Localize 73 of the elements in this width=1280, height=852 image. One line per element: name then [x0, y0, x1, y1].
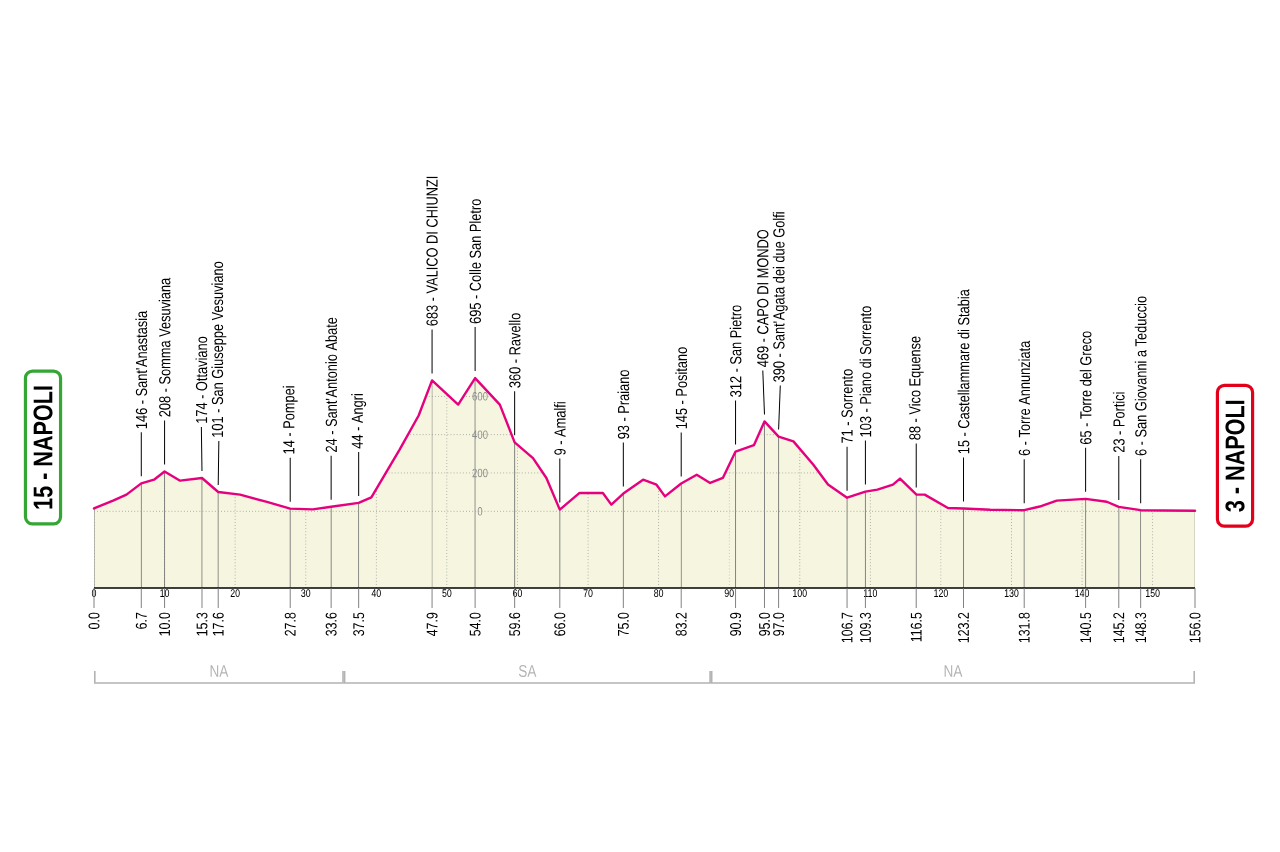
x-tick-label: 10 [160, 589, 170, 597]
annotation: 312 - San Pietro [729, 305, 742, 397]
annotation: 146 - Sant'Anastasia [135, 310, 148, 429]
annotation: 174 - Ottaviano [195, 336, 208, 423]
x-tick-label: 100 [793, 589, 807, 597]
x-tick-label: 20 [230, 589, 240, 597]
x-tick-label: 30 [301, 589, 311, 597]
annotation: 15 - Castellammare di Stabia [957, 289, 970, 454]
x2-tick-label: 83.2 [675, 612, 687, 636]
annotation: 3 - NAPOLI [1225, 400, 1245, 512]
annotation: 44 - Angri [351, 394, 367, 449]
annotation: 88 - Vico Equense [908, 336, 924, 440]
x2-tick-label: 47.9 [426, 612, 438, 637]
x2-tick-label: 148.3 [1135, 612, 1147, 643]
x2-tick-label: 90.9 [730, 612, 742, 636]
x2-tick-label: 66.0 [554, 612, 566, 636]
x-tick-label: 0 [91, 589, 97, 597]
x2-tick-label: 131.8 [1018, 612, 1030, 643]
x2-tick-label: 6.7 [135, 612, 147, 629]
y-tick-label: 0 [477, 507, 483, 516]
annotation: 145 - Positano [675, 347, 688, 429]
x2-tick-label: 97.0 [773, 612, 785, 636]
x2-tick-label: 0.0 [88, 612, 100, 629]
x2-tick-label: 15.3 [196, 612, 208, 636]
annotation: 390 - Sant'Agata dei due Golfi [772, 212, 788, 382]
x-tick-label: 130 [1004, 589, 1019, 597]
x-tick-label: 110 [864, 589, 878, 597]
annotation: 71 - Sorrento [841, 369, 853, 443]
annotation: 208 - Somma Vesuviana [158, 277, 171, 417]
x2-tick-label: 75.0 [617, 612, 629, 636]
annotation: 360 - Ravello [508, 313, 521, 388]
x2-tick-label: 37.5 [353, 612, 365, 636]
x2-tick-label: 116.5 [910, 612, 922, 642]
x2-tick-label: 27.8 [284, 612, 296, 636]
annotation: 14 - Pompei [282, 386, 298, 454]
x2-tick-label: 145.2 [1113, 612, 1125, 643]
annotation: 24 - Sant'Antonio Abate [325, 317, 338, 452]
annotation: 103 - Piano di Sorrento [859, 306, 872, 437]
annotation: 9 - Amalfi [553, 402, 566, 455]
x-tick-label: 70 [583, 589, 593, 597]
text: SA [518, 664, 537, 678]
text: NA [210, 665, 229, 677]
annotation: 93 - Praiano [617, 370, 630, 439]
x2-tick-label: 123.2 [958, 612, 969, 643]
x2-tick-label: 106.7 [841, 612, 853, 643]
x-tick-label: 60 [513, 589, 523, 597]
annotation: 469 - CAPO DI MONDO [757, 229, 769, 367]
x2-tick-label: 156.0 [1189, 612, 1201, 643]
annotation: 6 - Torre Annunziata [1018, 340, 1031, 456]
x-tick-label: 80 [654, 589, 664, 597]
x2-tick-label: 10.0 [159, 612, 171, 636]
x-tick-label: 140 [1075, 589, 1090, 597]
text: NA [944, 665, 963, 677]
annotation: 695 - Colle San Pletro [469, 199, 481, 324]
x-tick-label: 120 [934, 589, 948, 597]
x-tick-label: 90 [724, 589, 734, 597]
annotation: 65 - Torre del Greco [1079, 331, 1092, 445]
x2-tick-label: 54.0 [469, 612, 481, 636]
x2-tick-label: 140.5 [1080, 612, 1092, 643]
x2-tick-label: 95.0 [759, 612, 770, 636]
x-tick-label: 50 [442, 589, 452, 597]
annotation: 23 - Portici [1112, 392, 1125, 453]
annotation: 683 - VALICO DI CHIUNZI [426, 176, 438, 326]
x2-tick-label: 59.6 [509, 612, 521, 636]
annotation: 101 - San Giuseppe Vesuviano [211, 261, 227, 437]
y-tick-label: 200 [472, 468, 488, 478]
x2-tick-label: 33.6 [325, 612, 337, 636]
annotation: 6 - San Giovanni a Teduccio [1134, 296, 1147, 456]
x2-tick-label: 17.6 [212, 612, 224, 636]
x-tick-label: 40 [371, 589, 381, 597]
x2-tick-label: 109.3 [859, 612, 871, 643]
annotation: 15 - NAPOLI [33, 386, 53, 509]
x-tick-label: 150 [1145, 589, 1160, 597]
